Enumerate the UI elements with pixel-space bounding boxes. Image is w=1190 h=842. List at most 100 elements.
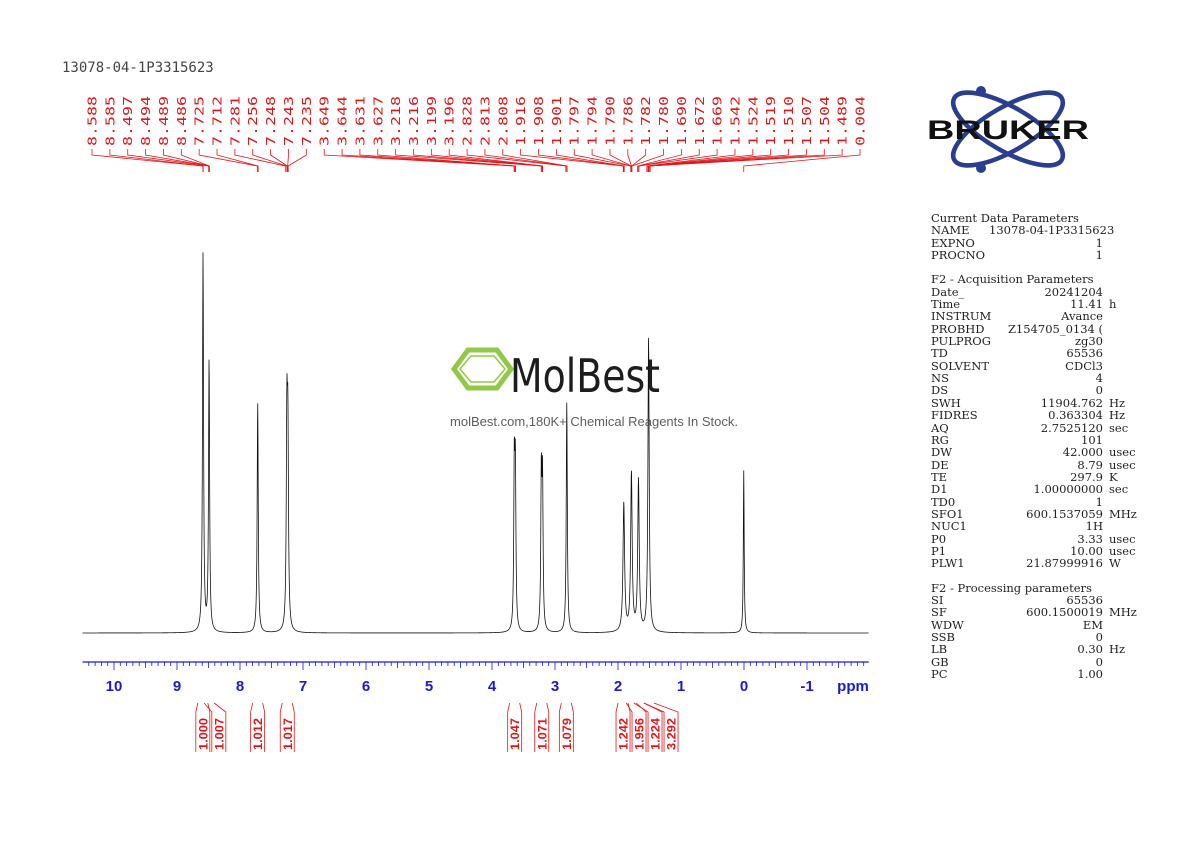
param-row: EXPNO 1 [931, 235, 1137, 250]
param-value: 13078-04-1P3315623 [989, 223, 1115, 238]
peak-label: 3.649 [317, 96, 332, 146]
parameter-panel: Current Data Parameters NAME 13078-04-1P3… [931, 212, 1137, 681]
param-key: Date_ [931, 284, 965, 299]
peak-label: 1.794 [585, 96, 600, 146]
x-tick-label: 6 [362, 678, 370, 695]
param-value: 600.1500019 [1026, 605, 1103, 620]
param-unit: MHz [1109, 605, 1137, 620]
peak-connector [413, 149, 542, 172]
param-value: 2.7525120 [1040, 420, 1103, 435]
param-row: TD0 1 [931, 494, 1137, 509]
param-key: GB [931, 654, 949, 669]
peak-connector [649, 149, 843, 172]
param-key: DW [931, 445, 953, 460]
peak-connector [520, 149, 624, 172]
param-value: 11.41 [1070, 297, 1103, 312]
peak-label: 1.524 [745, 96, 760, 146]
x-tick-label: 2 [614, 678, 622, 695]
param-unit: sec [1109, 482, 1129, 497]
peak-connector [591, 149, 632, 172]
peak-label: 7.256 [245, 96, 260, 146]
integral-bracket [643, 702, 665, 752]
integral-bracket [633, 702, 649, 752]
param-value: Avance [1061, 309, 1103, 324]
param-value: 1 [1095, 494, 1103, 509]
param-section-processing: F2 - Processing parameters SI 65536 SF 600.… [931, 581, 1137, 681]
param-value: 1 [1095, 235, 1103, 250]
param-key: SI [931, 592, 944, 607]
peak-label: 7.248 [263, 96, 278, 146]
integral-label: 1.071 [535, 718, 549, 750]
peak-label: 1.489 [835, 96, 850, 146]
peak-connector [270, 149, 288, 172]
spectrum-trace [82, 252, 869, 634]
param-value: 65536 [1066, 346, 1103, 361]
param-value: 0.30 [1077, 642, 1103, 657]
param-value: 1 [1095, 248, 1103, 263]
integral-label: 3.292 [665, 718, 679, 750]
param-row: DE 8.79 usec [931, 457, 1137, 472]
peak-label: 8.489 [156, 96, 171, 146]
integral-bracket [262, 702, 266, 752]
param-section-current: Current Data Parameters NAME 13078-04-1P3… [931, 212, 1137, 262]
peak-label: 1.786 [620, 96, 635, 146]
integral-bracket [519, 702, 523, 752]
peak-connector [647, 149, 772, 172]
param-key: WDW [931, 617, 964, 632]
param-key: Time [931, 297, 961, 312]
peak-label: 2.808 [495, 96, 510, 146]
param-value: 11904.762 [1040, 395, 1103, 410]
integral-bracket [558, 702, 562, 752]
peak-label: 1.780 [656, 96, 671, 146]
param-row: TE 297.9 K [931, 469, 1137, 484]
param-value: 1.00000000 [1033, 482, 1103, 497]
integral-label: 1.017 [281, 718, 295, 750]
integral-label: 1.956 [633, 718, 647, 750]
param-key: P1 [931, 543, 947, 558]
peak-label: 1.908 [531, 96, 546, 146]
peak-label: 3.631 [352, 96, 367, 146]
logo-electron-icon [976, 163, 986, 173]
peak-label: 3.627 [370, 96, 385, 146]
peak-label: 2.828 [460, 96, 475, 146]
param-key: PROBHD [931, 321, 985, 336]
integral-bracket [570, 702, 574, 752]
logo-orbit-left-icon [950, 90, 1066, 168]
peak-connector [646, 149, 736, 172]
param-row: Date_ 20241204 [931, 284, 1137, 299]
param-unit [1103, 224, 1109, 236]
param-row: PC 1.00 [931, 668, 1137, 681]
peak-label: 1.672 [692, 96, 707, 146]
param-rows: Date_ 20241204 Time 11.41 h INSTRUM Avance PROB… [931, 284, 1137, 571]
param-row: SWH 11904.762 Hz [931, 395, 1137, 410]
param-unit: usec [1109, 543, 1136, 558]
param-unit: usec [1109, 457, 1136, 472]
param-row: P1 10.00 usec [931, 543, 1137, 558]
param-rows: NAME 13078-04-1P3315623 EXPNO 1 PROCNO 1 [931, 224, 1137, 261]
peak-label: 3.216 [406, 96, 421, 146]
param-value: CDCl3 [1065, 358, 1103, 373]
param-row: PROBHD Z154705_0134 ( [931, 321, 1137, 336]
param-key: RG [931, 432, 949, 447]
peak-connector [198, 149, 258, 172]
peak-label: 8.497 [120, 96, 135, 146]
peak-label: 1.507 [799, 96, 814, 146]
param-value: 8.79 [1077, 457, 1103, 472]
param-key: PROCNO [931, 248, 986, 263]
param-row: WDW EM [931, 617, 1137, 632]
integral-bracket [507, 702, 511, 752]
param-value: 0 [1095, 654, 1103, 669]
param-value: 297.9 [1070, 469, 1103, 484]
param-unit: MHz [1109, 506, 1137, 521]
param-value: 21.87999916 [1026, 556, 1103, 571]
peak-label: 1.797 [567, 96, 582, 146]
peak-connector [743, 149, 861, 172]
x-tick-label: 7 [299, 678, 307, 695]
param-value: 20241204 [1044, 284, 1103, 299]
param-key: DS [931, 383, 949, 398]
param-unit: Hz [1109, 642, 1126, 657]
param-value: 4 [1095, 371, 1103, 386]
param-key: SFO1 [931, 506, 964, 521]
watermark-hexagon-inner-icon [459, 355, 506, 383]
param-key: LB [931, 642, 948, 657]
